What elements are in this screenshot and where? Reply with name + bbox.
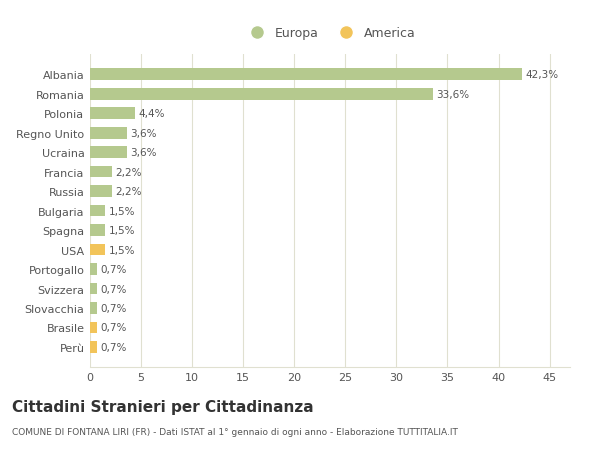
Text: 2,2%: 2,2%	[116, 167, 142, 177]
Text: 3,6%: 3,6%	[130, 148, 157, 158]
Bar	[90, 322, 97, 334]
Text: 0,7%: 0,7%	[100, 342, 127, 352]
Bar	[90, 89, 433, 101]
Bar	[90, 186, 112, 197]
Bar	[90, 225, 106, 236]
Text: 33,6%: 33,6%	[436, 90, 469, 100]
Bar	[90, 283, 97, 295]
Text: 0,7%: 0,7%	[100, 284, 127, 294]
Bar	[90, 167, 112, 178]
Bar	[90, 147, 127, 159]
Text: COMUNE DI FONTANA LIRI (FR) - Dati ISTAT al 1° gennaio di ogni anno - Elaborazio: COMUNE DI FONTANA LIRI (FR) - Dati ISTAT…	[12, 427, 458, 436]
Text: 2,2%: 2,2%	[116, 187, 142, 197]
Text: 0,7%: 0,7%	[100, 323, 127, 333]
Bar	[90, 263, 97, 275]
Bar	[90, 341, 97, 353]
Text: 1,5%: 1,5%	[109, 225, 135, 235]
Bar	[90, 108, 135, 120]
Bar	[90, 302, 97, 314]
Text: 1,5%: 1,5%	[109, 245, 135, 255]
Text: 1,5%: 1,5%	[109, 206, 135, 216]
Text: 0,7%: 0,7%	[100, 264, 127, 274]
Text: 0,7%: 0,7%	[100, 303, 127, 313]
Text: 42,3%: 42,3%	[525, 70, 558, 80]
Text: 4,4%: 4,4%	[138, 109, 164, 119]
Bar	[90, 205, 106, 217]
Text: Cittadini Stranieri per Cittadinanza: Cittadini Stranieri per Cittadinanza	[12, 399, 314, 414]
Text: 3,6%: 3,6%	[130, 129, 157, 139]
Bar	[90, 69, 522, 81]
Legend: Europa, America: Europa, America	[238, 21, 422, 46]
Bar	[90, 128, 127, 139]
Bar	[90, 244, 106, 256]
